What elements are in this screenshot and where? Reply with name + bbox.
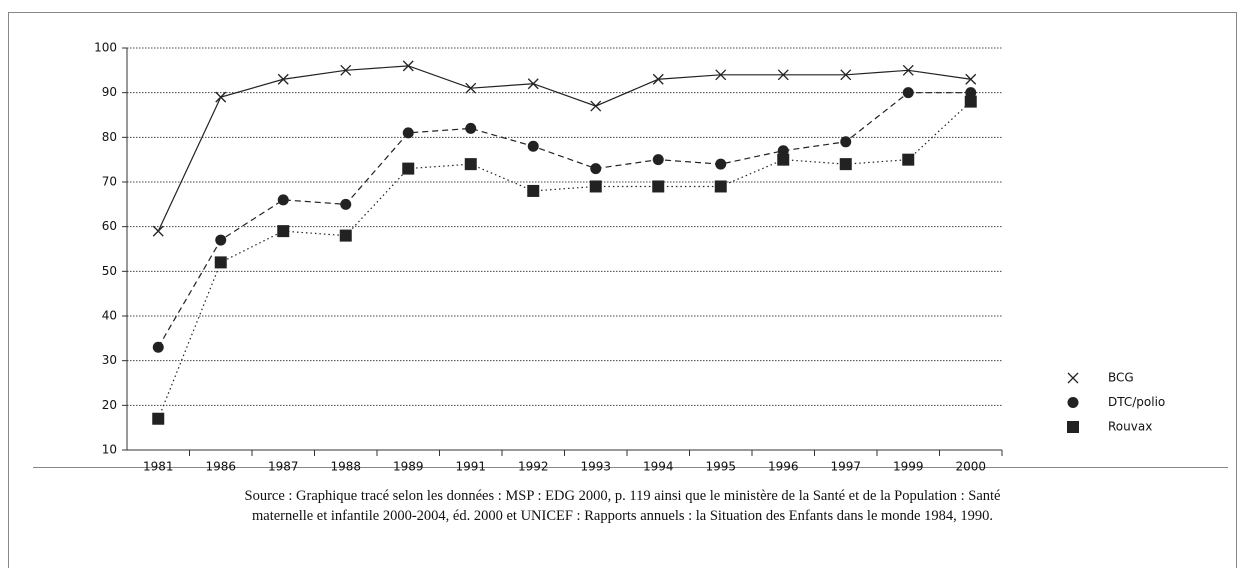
- marker: [152, 412, 165, 425]
- marker: [715, 69, 727, 81]
- x-tick-label: 1986: [205, 460, 236, 474]
- marker: [714, 180, 727, 193]
- legend-marker: [1067, 372, 1079, 384]
- marker: [465, 82, 477, 94]
- marker: [465, 122, 477, 134]
- marker: [527, 78, 539, 90]
- x-tick-label: 1991: [455, 460, 486, 474]
- x-tick-label: 1992: [518, 460, 549, 474]
- marker: [277, 194, 289, 206]
- x-tick-label: 1988: [330, 460, 361, 474]
- marker: [527, 140, 539, 152]
- marker: [340, 198, 352, 210]
- marker: [964, 95, 977, 108]
- marker: [340, 64, 352, 76]
- marker: [839, 158, 852, 171]
- marker: [840, 136, 852, 148]
- marker: [277, 73, 289, 85]
- marker: [277, 225, 290, 238]
- y-tick-label: 60: [102, 219, 117, 233]
- marker: [902, 64, 914, 76]
- marker: [402, 162, 415, 175]
- y-tick-label: 70: [102, 175, 117, 189]
- marker: [527, 184, 540, 197]
- legend-label: DTC/polio: [1108, 395, 1165, 409]
- legend-label: Rouvax: [1108, 420, 1152, 434]
- marker: [590, 163, 602, 175]
- source-line: Source : Graphique tracé selon les donné…: [244, 488, 1001, 504]
- x-tick-label: 1995: [705, 460, 736, 474]
- marker: [402, 60, 414, 72]
- x-tick-label: 2000: [955, 460, 986, 474]
- x-tick-label: 1999: [893, 460, 924, 474]
- source-note: Source : Graphique tracé selon les donné…: [20, 486, 1225, 526]
- x-tick-label: 1997: [830, 460, 861, 474]
- marker: [652, 73, 664, 85]
- y-tick-label: 40: [102, 309, 117, 323]
- legend-marker: [1067, 397, 1079, 408]
- x-tick-label: 1987: [268, 460, 299, 474]
- marker: [215, 234, 227, 246]
- x-tick-label: 1993: [580, 460, 611, 474]
- marker: [152, 341, 164, 353]
- marker: [589, 180, 602, 193]
- marker: [965, 73, 977, 85]
- y-tick-label: 30: [102, 353, 117, 367]
- marker: [402, 127, 414, 139]
- marker: [902, 87, 914, 99]
- marker: [715, 158, 727, 170]
- marker: [464, 158, 477, 171]
- marker: [652, 154, 664, 166]
- frame: [8, 12, 1237, 568]
- marker: [652, 180, 665, 193]
- marker: [777, 69, 789, 81]
- y-tick-label: 10: [102, 443, 117, 457]
- y-tick-label: 100: [94, 41, 117, 55]
- marker: [339, 229, 352, 242]
- marker: [840, 69, 852, 81]
- x-tick-label: 1996: [768, 460, 799, 474]
- x-tick-label: 1981: [143, 460, 174, 474]
- marker: [152, 225, 164, 237]
- marker: [590, 100, 602, 112]
- marker: [902, 153, 915, 166]
- y-tick-label: 20: [102, 398, 117, 412]
- y-tick-label: 80: [102, 130, 117, 144]
- y-tick-label: 90: [102, 85, 117, 99]
- series-line: [157, 92, 971, 348]
- y-tick-label: 50: [102, 264, 117, 278]
- marker: [215, 91, 227, 103]
- series-line: [157, 101, 972, 419]
- marker: [214, 256, 227, 269]
- marker: [777, 153, 790, 166]
- marker: [777, 145, 789, 157]
- legend-marker: [1067, 421, 1079, 433]
- source-line: maternelle et infantile 2000-2004, éd. 2…: [252, 508, 993, 524]
- x-tick-label: 1994: [643, 460, 674, 474]
- legend-label: BCG: [1108, 371, 1134, 385]
- marker: [965, 87, 977, 99]
- x-tick-label: 1989: [393, 460, 424, 474]
- series-line: [157, 65, 971, 232]
